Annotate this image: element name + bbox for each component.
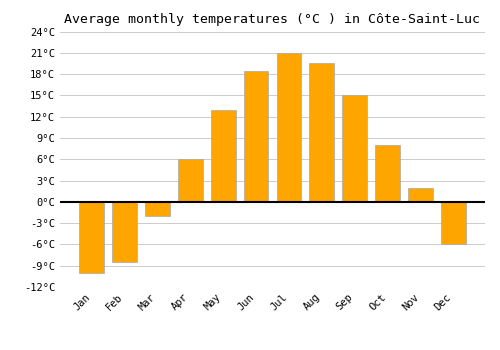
Bar [112,202,137,262]
Bar [211,110,236,202]
Bar [310,63,334,202]
Bar [441,202,466,244]
Title: Average monthly temperatures (°C ) in Côte-Saint-Luc: Average monthly temperatures (°C ) in Cô… [64,13,480,26]
Bar [376,145,400,202]
Bar [80,202,104,273]
Bar [408,188,433,202]
Bar [178,159,203,202]
Bar [244,71,268,202]
Bar [276,53,301,202]
Bar [342,95,367,202]
Bar [145,202,170,216]
